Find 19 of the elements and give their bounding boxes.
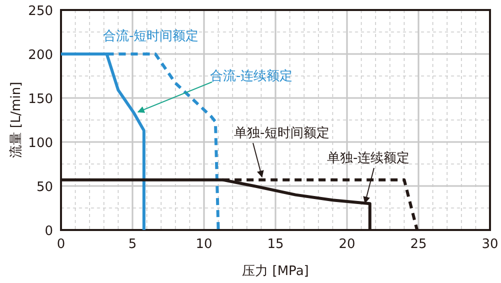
y-tick-label: 50: [36, 180, 53, 195]
x-tick-label: 30: [482, 237, 498, 252]
x-tick-label: 10: [196, 237, 212, 252]
x-axis-title: 压力 [MPa]: [242, 264, 309, 279]
y-tick-label: 150: [28, 92, 53, 107]
x-tick-label: 0: [56, 237, 66, 252]
x-tick-label: 25: [410, 237, 427, 252]
text: 单独-短时间额定: [234, 126, 330, 141]
x-tick-label: 20: [338, 237, 356, 252]
x-tick-label: 15: [267, 237, 284, 252]
x-tick-label: 5: [128, 237, 137, 252]
y-axis-title: 流量 [L/min]: [8, 82, 24, 158]
y-tick-label: 0: [44, 224, 53, 239]
text: 单独-连续额定: [327, 151, 410, 166]
y-tick-label: 200: [28, 48, 53, 63]
series-label: 合流-短时间额定: [103, 28, 199, 44]
y-tick-label: 250: [28, 4, 53, 19]
text: 合流-连续额定: [210, 68, 293, 84]
y-tick-label: 100: [28, 136, 53, 151]
